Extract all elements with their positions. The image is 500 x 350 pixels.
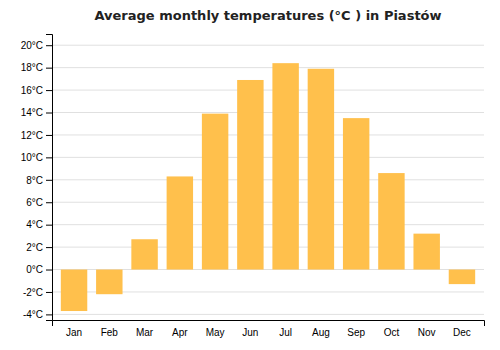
y-tick: 2°C [26, 242, 52, 253]
y-tick: 20°C [21, 40, 52, 51]
y-tick: 6°C [26, 197, 52, 208]
y-tick-mark [46, 270, 52, 271]
y-tick-label: 10°C [21, 152, 43, 163]
bar [237, 80, 263, 270]
bar [449, 270, 475, 285]
x-tick: Feb [101, 327, 119, 338]
grid-line [52, 314, 484, 315]
x-tick: Jul [279, 327, 292, 338]
y-tick-label: -4°C [23, 309, 43, 320]
y-tick-mark [46, 202, 52, 203]
grid-line [52, 134, 484, 135]
y-tick-mark [46, 225, 52, 226]
bar [202, 114, 228, 270]
y-tick-label: 18°C [21, 62, 43, 73]
grid-line [52, 224, 484, 225]
x-tick: May [206, 327, 225, 338]
y-tick-label: 6°C [26, 197, 43, 208]
x-tick-label: Nov [418, 327, 436, 338]
x-tick: Mar [136, 327, 154, 338]
x-tick: Jun [242, 327, 258, 338]
grid [52, 45, 484, 314]
x-axis-line [53, 321, 485, 327]
x-tick-label: Aug [312, 327, 330, 338]
x-tick-label: Mar [136, 327, 154, 338]
grid-line [52, 112, 484, 113]
grid-line [52, 90, 484, 91]
x-tick: Oct [384, 327, 400, 338]
grid-line [52, 45, 484, 46]
y-tick: 8°C [26, 175, 52, 186]
x-tick-label: Apr [172, 327, 188, 338]
y-tick-label: 2°C [26, 242, 43, 253]
title: Average monthly temperatures (°C ) in Pi… [94, 8, 441, 23]
chart: -4°C -2°C 0°C 2°C 4°C 6°C 8°C 10°C 12°C 14°C 16°C 1… [0, 0, 500, 350]
bar [413, 234, 439, 270]
y-tick-label: 4°C [26, 219, 43, 230]
bars [61, 63, 475, 311]
x-tick-label: May [206, 327, 225, 338]
y-tick: 4°C [26, 219, 52, 230]
x-tick-label: Jul [279, 327, 292, 338]
y-tick-label: 16°C [21, 85, 43, 96]
y-axis: -4°C -2°C 0°C 2°C 4°C 6°C 8°C 10°C 12°C 14°C 16°C 1… [21, 35, 53, 321]
x-tick-label: Sep [347, 327, 365, 338]
y-tick-mark [46, 157, 52, 158]
bar [167, 176, 193, 269]
y-tick: -2°C [23, 287, 52, 298]
x-tick: Apr [172, 327, 188, 338]
y-tick-label: 0°C [26, 264, 43, 275]
x-tick: Jan [66, 327, 82, 338]
y-tick-mark [46, 292, 52, 293]
y-tick-label: -2°C [23, 287, 43, 298]
y-tick-label: 12°C [21, 130, 43, 141]
grid-line [52, 202, 484, 203]
bar [308, 69, 334, 270]
bar [96, 270, 122, 295]
x-tick: Sep [347, 327, 365, 338]
y-tick-label: 14°C [21, 107, 43, 118]
x-axis: Jan Feb Mar Apr May Jun Jul Aug Sep Oct Nov Dec [53, 321, 485, 339]
x-tick-label: Feb [101, 327, 119, 338]
y-tick: 14°C [21, 107, 52, 118]
y-tick-mark [46, 113, 52, 114]
x-tick-label: Jun [242, 327, 258, 338]
x-tick-label: Dec [453, 327, 471, 338]
y-tick-mark [46, 135, 52, 136]
y-tick: -4°C [23, 309, 52, 320]
y-tick: 12°C [21, 130, 52, 141]
y-tick-label: 20°C [21, 40, 43, 51]
y-tick: 0°C [26, 264, 52, 275]
x-tick: Nov [418, 327, 436, 338]
y-tick-mark [46, 68, 52, 69]
y-tick: 18°C [21, 62, 52, 73]
bar [378, 173, 404, 269]
y-axis-line [46, 35, 53, 321]
grid-line [52, 157, 484, 158]
x-tick: Aug [312, 327, 330, 338]
x-tick-label: Jan [66, 327, 82, 338]
bar [131, 239, 157, 269]
y-tick-mark [46, 247, 52, 248]
grid-line [52, 67, 484, 68]
y-tick-mark [46, 45, 52, 46]
grid-line [52, 179, 484, 180]
y-tick: 16°C [21, 85, 52, 96]
y-tick: 10°C [21, 152, 52, 163]
y-tick-label: 8°C [26, 175, 43, 186]
x-tick-label: Oct [384, 327, 400, 338]
bar [343, 118, 369, 269]
y-tick-mark [46, 180, 52, 181]
y-tick-mark [46, 314, 52, 315]
y-tick-mark [46, 90, 52, 91]
bar [61, 270, 87, 311]
bar [272, 63, 298, 269]
x-tick: Dec [453, 327, 471, 338]
